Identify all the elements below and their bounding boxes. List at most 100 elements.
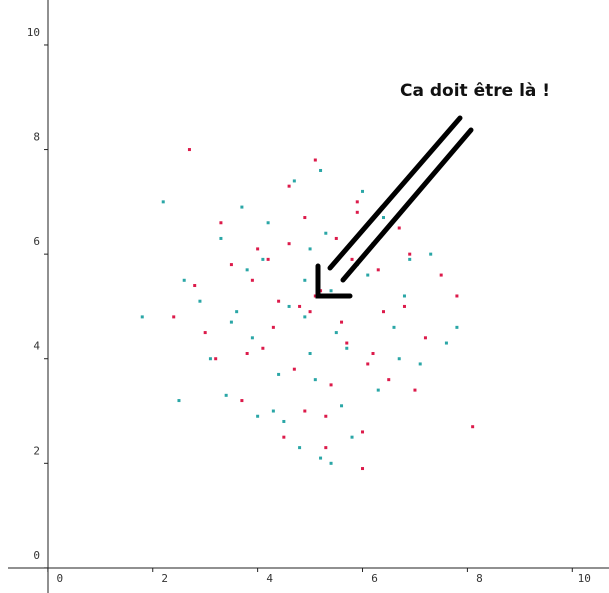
x-tick-label: 8	[476, 572, 483, 585]
point	[203, 331, 207, 335]
point	[376, 388, 380, 392]
point	[313, 294, 317, 298]
annotation: Ca doit être là !	[400, 81, 550, 101]
x-tick-label: 4	[266, 572, 273, 585]
point	[303, 409, 307, 413]
point	[271, 409, 275, 413]
point	[392, 325, 396, 329]
y-tick-label: 8	[33, 131, 40, 144]
point	[303, 315, 307, 319]
point	[334, 331, 338, 335]
point	[408, 257, 412, 261]
point	[319, 289, 323, 293]
point	[256, 414, 260, 418]
point	[455, 294, 459, 298]
point	[235, 310, 239, 314]
point	[261, 257, 265, 261]
point	[381, 310, 385, 314]
point	[193, 284, 197, 288]
point	[298, 304, 302, 308]
point	[387, 378, 391, 382]
point	[413, 388, 417, 392]
point	[219, 236, 223, 240]
y-tick-label: 4	[33, 340, 40, 353]
point	[340, 320, 344, 324]
point	[402, 294, 406, 298]
point	[329, 383, 333, 387]
y-tick-label: 10	[27, 26, 40, 39]
point	[292, 367, 296, 371]
point	[182, 278, 186, 282]
point	[324, 414, 328, 418]
point	[250, 278, 254, 282]
point	[319, 456, 323, 460]
y-tick-label: 6	[33, 235, 40, 248]
point	[361, 189, 365, 193]
point	[361, 430, 365, 434]
point	[329, 289, 333, 293]
point	[423, 336, 427, 340]
point	[177, 399, 181, 403]
point	[361, 467, 365, 471]
point	[444, 341, 448, 345]
point	[277, 299, 281, 303]
point	[350, 435, 354, 439]
point	[345, 341, 349, 345]
y-tick-label: 0	[33, 549, 40, 562]
point	[429, 252, 433, 256]
point	[219, 221, 223, 225]
x-tick-label: 10	[578, 572, 591, 585]
point	[282, 419, 286, 423]
arrow	[315, 115, 474, 299]
point	[208, 357, 212, 361]
point	[287, 242, 291, 246]
point	[245, 268, 249, 272]
point	[340, 404, 344, 408]
point	[282, 435, 286, 439]
point	[292, 179, 296, 183]
point	[319, 168, 323, 172]
point	[266, 221, 270, 225]
point	[350, 257, 354, 261]
point	[397, 357, 401, 361]
point	[324, 446, 328, 450]
point	[277, 372, 281, 376]
point	[371, 351, 375, 355]
point	[329, 461, 333, 465]
point	[240, 205, 244, 209]
point	[214, 357, 218, 361]
point	[308, 247, 312, 251]
point	[308, 351, 312, 355]
points	[140, 148, 475, 471]
point	[402, 304, 406, 308]
point	[303, 278, 307, 282]
point	[303, 216, 307, 220]
point	[161, 200, 165, 204]
point	[313, 158, 317, 162]
point	[418, 362, 422, 366]
point	[355, 210, 359, 214]
point	[408, 252, 412, 256]
point	[334, 236, 338, 240]
point	[229, 263, 233, 267]
point	[471, 425, 475, 429]
point	[313, 378, 317, 382]
point	[287, 184, 291, 188]
point	[261, 346, 265, 350]
x-tick-label: 0	[57, 572, 64, 585]
y-tick-label: 2	[33, 444, 40, 457]
x-tick-label: 6	[371, 572, 378, 585]
point	[187, 148, 191, 152]
x-tick-label: 2	[161, 572, 168, 585]
point	[381, 216, 385, 220]
point	[266, 257, 270, 261]
point	[240, 399, 244, 403]
point	[376, 268, 380, 272]
point	[140, 315, 144, 319]
point	[245, 351, 249, 355]
point	[198, 299, 202, 303]
point	[366, 273, 370, 277]
point	[439, 273, 443, 277]
